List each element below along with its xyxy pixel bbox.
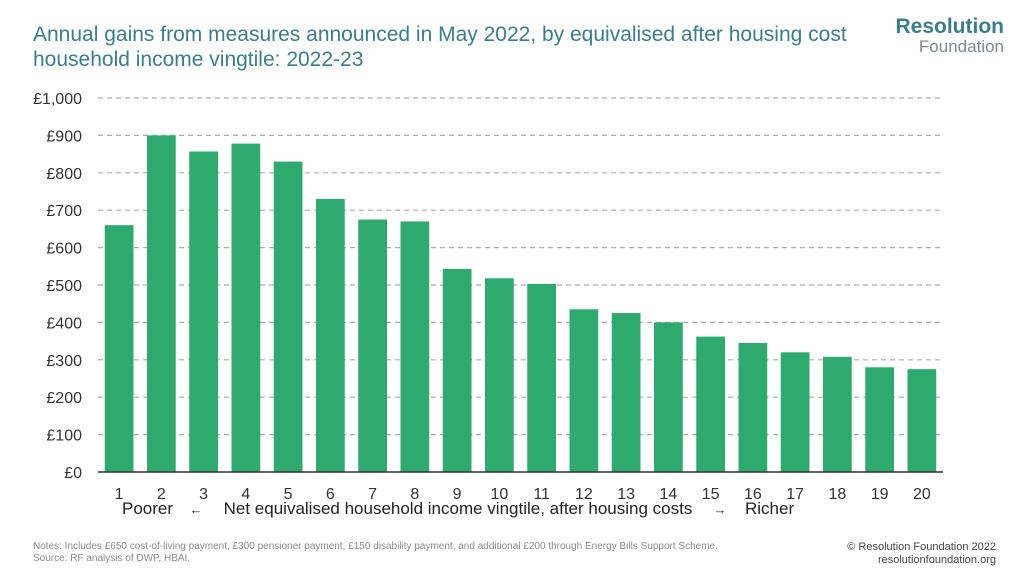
bar-vingtile-16: [738, 342, 768, 472]
y-axis-tick-labels: £0 £100 £200 £300 £400 £500 £600 £700 £800 £900 £1…: [33, 91, 82, 482]
x-axis-label-poorer: Poorer: [122, 499, 173, 518]
logo-line-2: Foundation: [918, 37, 1004, 56]
logo-line-1: Resolution: [895, 15, 1005, 38]
bar-vingtile-7: [358, 219, 387, 472]
x-tick-label: 16: [744, 486, 762, 503]
bars: [104, 135, 937, 473]
bar-vingtile-17: [780, 352, 810, 472]
x-tick-label: 20: [913, 486, 931, 503]
y-tick-label: £500: [46, 278, 82, 295]
bar-vingtile-15: [696, 336, 725, 472]
x-tick-label: 2: [157, 486, 166, 503]
y-tick-label: £100: [46, 428, 82, 445]
y-tick-label: £200: [46, 390, 82, 407]
x-tick-label: 3: [199, 486, 208, 503]
bar-vingtile-13: [611, 313, 641, 472]
x-tick-label: 1: [115, 486, 124, 503]
notes-text: Notes: Includes £650 cost-of-living paym…: [33, 541, 718, 552]
bar-vingtile-8: [400, 221, 430, 472]
x-tick-label: 9: [453, 486, 462, 503]
x-tick-label: 19: [871, 486, 889, 503]
bar-vingtile-1: [104, 225, 134, 472]
copyright-credit: © Resolution Foundation 2022 resolutionf…: [847, 541, 996, 567]
bar-vingtile-3: [189, 151, 218, 472]
x-axis-label: Poorer ← Net equivalised household incom…: [122, 499, 794, 518]
gridlines: [98, 97, 943, 436]
bar-vingtile-2: [147, 135, 176, 472]
chart-title: Annual gains from measures announced in …: [33, 23, 847, 71]
x-tick-label: 10: [490, 486, 508, 503]
x-tick-label: 15: [702, 486, 720, 503]
x-axis-right-arrow: →: [714, 502, 727, 517]
bar-vingtile-20: [907, 369, 937, 472]
x-tick-label: 17: [786, 486, 804, 503]
x-tick-label: 13: [617, 486, 635, 503]
y-tick-label: £900: [46, 128, 82, 145]
bar-vingtile-9: [442, 268, 472, 472]
bar-vingtile-18: [823, 356, 852, 472]
copyright-text: © Resolution Foundation 2022: [847, 541, 996, 553]
x-tick-label: 11: [533, 486, 550, 503]
x-tick-label: 7: [368, 486, 377, 503]
x-axis-left-arrow: ←: [190, 502, 203, 517]
bar-vingtile-19: [865, 367, 894, 472]
bar-vingtile-6: [316, 198, 345, 473]
x-tick-label: 14: [659, 486, 677, 503]
bar-vingtile-14: [654, 322, 683, 472]
source-text: Source: RF analysis of DWP, HBAI.: [33, 553, 191, 564]
website-link[interactable]: resolutionfoundation.org: [877, 554, 996, 566]
bar-vingtile-10: [485, 278, 514, 472]
resolution-foundation-logo: Resolution Foundation: [896, 16, 1005, 56]
bar-vingtile-11: [527, 283, 556, 472]
y-tick-label: £300: [46, 353, 82, 370]
x-tick-label: 8: [410, 486, 419, 503]
y-tick-label: £400: [46, 315, 82, 332]
y-tick-label: £700: [46, 203, 82, 220]
x-tick-label: 18: [828, 486, 846, 503]
x-tick-label: 6: [326, 486, 335, 503]
y-tick-label: £600: [46, 241, 82, 258]
x-tick-label: 5: [284, 486, 293, 503]
y-tick-label: £800: [46, 166, 82, 183]
y-tick-label: £0: [64, 465, 82, 482]
bar-vingtile-12: [569, 309, 599, 472]
x-tick-label: 4: [241, 486, 250, 503]
y-tick-label: £1,000: [33, 91, 82, 108]
x-axis-tick-labels: 1 2 3 4 5 6 7 8 9 10 11 12 13 14 15 16 17 18 19 20: [115, 486, 931, 503]
chart-notes: Notes: Includes £650 cost-of-living paym…: [33, 541, 793, 565]
bar-vingtile-4: [231, 143, 261, 473]
x-tick-label: 12: [575, 486, 593, 503]
x-axis-label-richer: Richer: [745, 499, 794, 518]
bar-vingtile-5: [273, 161, 303, 472]
bar-chart: £0 £100 £200 £300 £400 £500 £600 £700 £800 £900 £1…: [33, 91, 943, 518]
x-axis-label-text: Net equivalised household income vingtil…: [224, 499, 693, 518]
